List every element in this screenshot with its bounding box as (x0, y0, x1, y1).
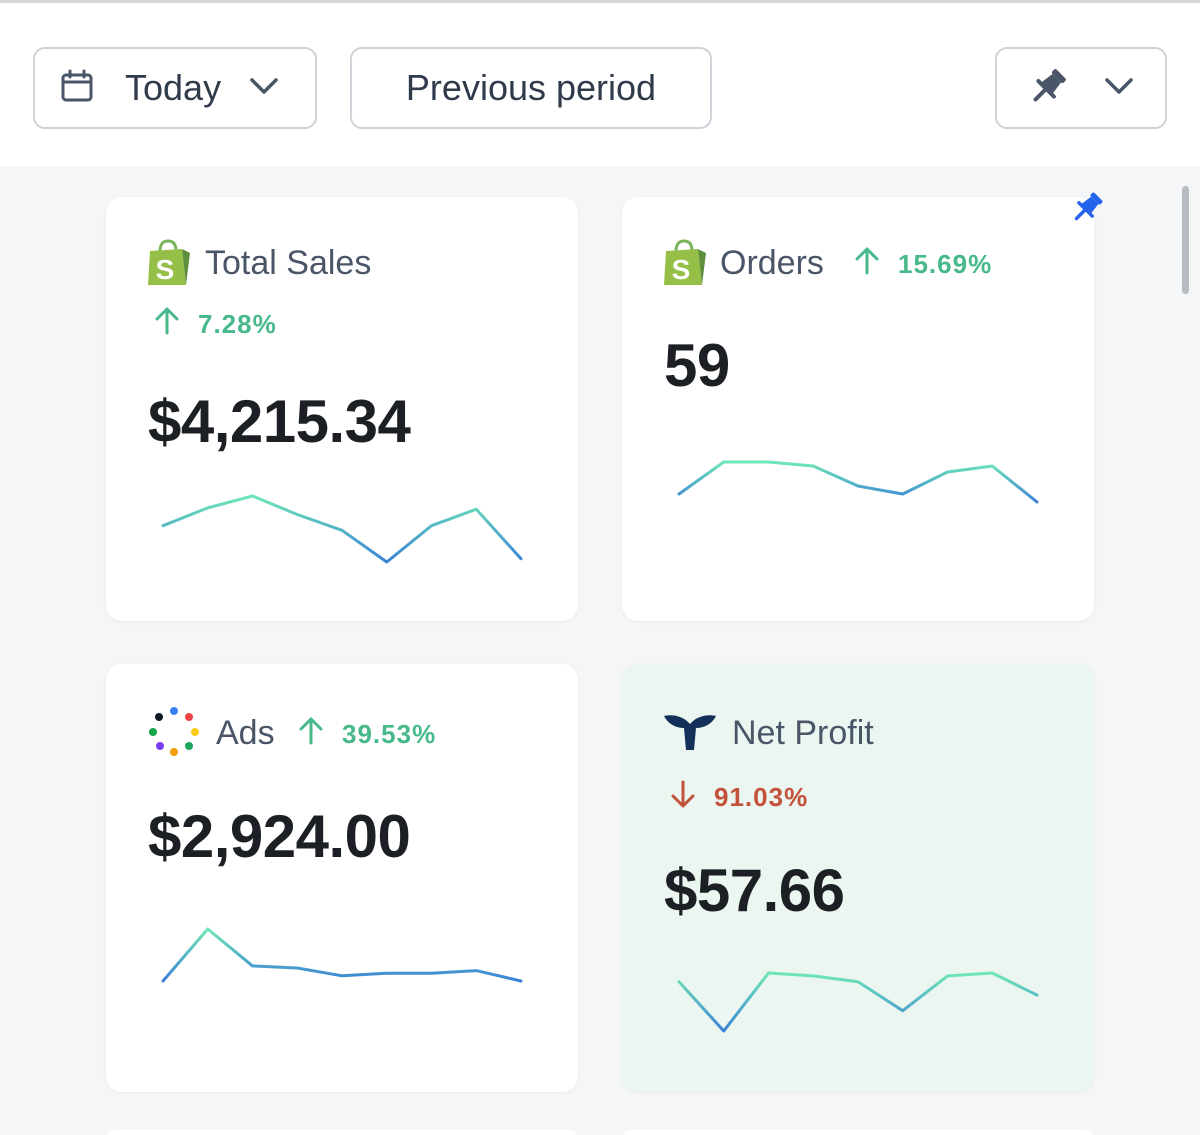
card-title: Orders (720, 244, 824, 282)
change-percent: 15.69% (898, 249, 993, 279)
change-indicator: 15.69% (854, 247, 992, 282)
pin-icon (1028, 65, 1070, 112)
sparkline-series (161, 494, 523, 564)
change-percent: 91.03% (714, 782, 809, 812)
metric-card-net-profit[interactable]: Net Profit 91.03% $57.66 (622, 664, 1094, 1092)
sparkline-series (677, 971, 1039, 1033)
metric-card-total-sales[interactable]: S Total Sales 7.28% $4,215.34 (106, 197, 578, 621)
card-title: Net Profit (732, 714, 874, 752)
pinned-icon[interactable] (1070, 189, 1106, 230)
arrow-up-icon (298, 717, 342, 752)
change-indicator: 39.53% (298, 717, 436, 752)
metric-card-ads[interactable]: Ads 39.53% $2,924.00 (106, 664, 578, 1092)
compare-period-label: Previous period (405, 67, 657, 108)
toolbar: Today Previous period (0, 0, 1200, 166)
date-range-dropdown[interactable]: Today (33, 47, 317, 129)
chevron-down-icon (1104, 77, 1134, 100)
sparkline (677, 460, 1039, 504)
sparkline-series (677, 460, 1039, 504)
date-range-label: Today (125, 67, 222, 108)
ads-dots-icon (148, 707, 200, 764)
calendar-icon (61, 69, 93, 108)
compare-period-button[interactable]: Previous period (350, 47, 712, 129)
change-percent: 39.53% (342, 719, 437, 749)
metric-value: $4,215.34 (148, 388, 411, 455)
pin-filter-dropdown[interactable] (995, 47, 1167, 129)
next-card-peek (622, 1130, 1094, 1135)
svg-text:S: S (672, 254, 691, 285)
sparkline (161, 927, 523, 983)
sparkline (161, 494, 523, 564)
metric-value: 59 (664, 332, 730, 399)
change-indicator: 91.03% (670, 780, 808, 815)
arrow-up-icon (854, 247, 898, 282)
metric-card-orders[interactable]: S Orders 15.69% 59 (622, 192, 1103, 621)
chevron-down-icon (249, 77, 279, 100)
arrow-up-icon (154, 307, 198, 342)
change-indicator: 7.28% (154, 307, 277, 342)
svg-text:S: S (156, 254, 175, 285)
metric-value: $2,924.00 (148, 803, 411, 870)
change-percent: 7.28% (198, 309, 277, 339)
scrollbar[interactable] (1182, 186, 1189, 294)
whale-tail-icon (662, 710, 718, 757)
arrow-down-icon (670, 780, 714, 815)
sparkline (677, 971, 1039, 1033)
shopify-icon: S (662, 239, 708, 292)
shopify-icon: S (146, 239, 192, 292)
metric-value: $57.66 (664, 857, 845, 924)
card-title: Ads (216, 714, 275, 752)
card-title: Total Sales (205, 244, 372, 282)
sparkline-series (161, 927, 523, 983)
next-card-peek (106, 1130, 578, 1135)
